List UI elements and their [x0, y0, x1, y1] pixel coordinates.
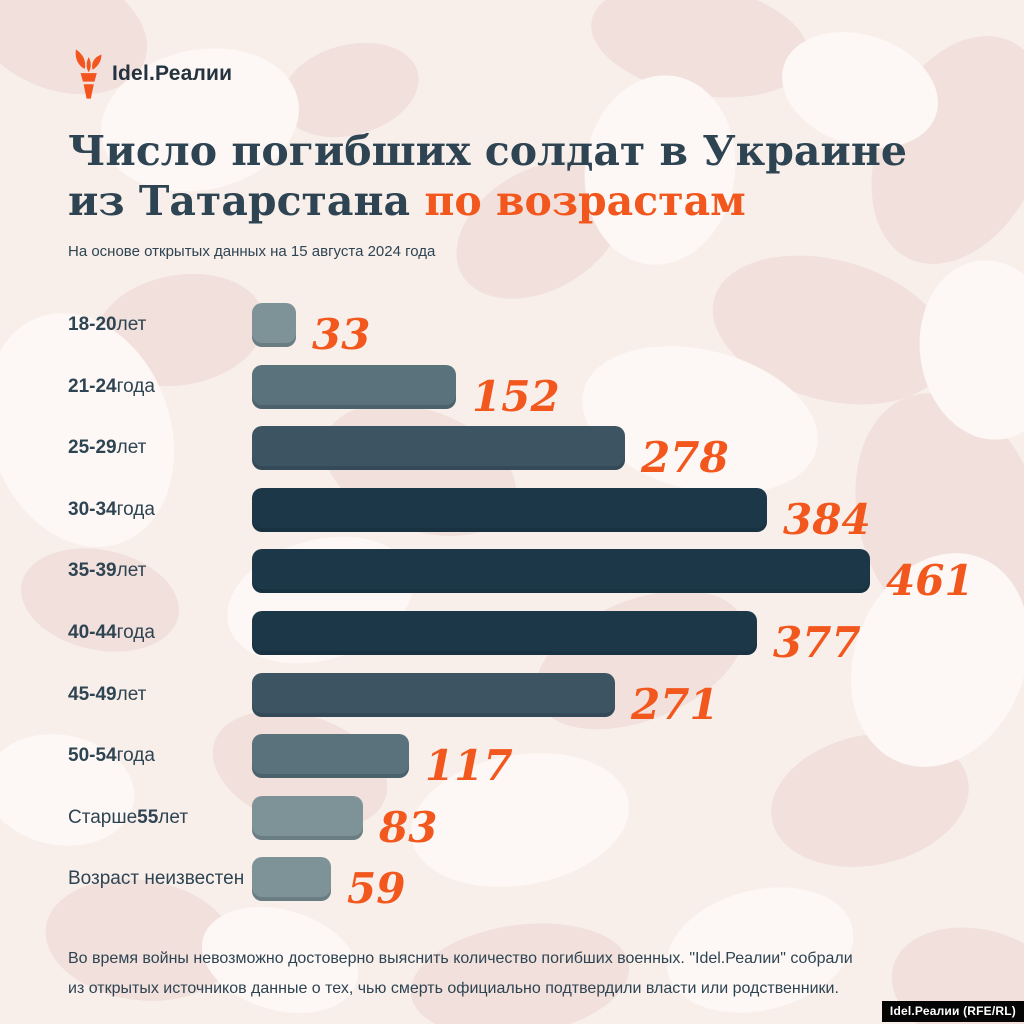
row-label: Старше 55 лет: [68, 796, 248, 840]
row-label: 25-29 лет: [68, 426, 248, 470]
row-label-segment: лет: [116, 437, 147, 458]
row-label-segment: 40-44: [68, 622, 117, 643]
bar: [252, 303, 296, 347]
watermark-badge: Idel.Реалии (RFE/RL): [881, 1001, 1024, 1022]
bar-value: 271: [631, 679, 719, 729]
bar: [252, 549, 870, 593]
row-label-segment: года: [116, 376, 155, 397]
row-label: Возраст неизвестен: [68, 857, 248, 901]
row-label-segment: Старше: [68, 807, 138, 828]
chart-row: Старше 55 лет 83: [0, 796, 1024, 852]
row-label-segment: 45-49: [68, 684, 117, 705]
torch-icon: [70, 48, 104, 100]
row-label-segment: 21-24: [68, 376, 117, 397]
bar: [252, 796, 363, 840]
title-accent: по возрастам: [424, 177, 746, 225]
bar-value: 377: [773, 617, 861, 667]
row-label-segment: лет: [158, 807, 189, 828]
age-bar-chart: 18-20 лет 33 21-24 года 152 25-29 лет 278 30-3…: [0, 303, 1024, 928]
chart-row: 35-39 лет 461: [0, 549, 1024, 605]
bar-value: 117: [425, 740, 513, 790]
bar: [252, 673, 615, 717]
bar: [252, 611, 757, 655]
bar: [252, 857, 331, 901]
row-label-segment: Возраст неизвестен: [68, 868, 245, 889]
chart-row: Возраст неизвестен 59: [0, 857, 1024, 913]
chart-row: 25-29 лет 278: [0, 426, 1024, 482]
footer-note: Во время войны невозможно достоверно выя…: [68, 950, 853, 997]
row-label: 21-24 года: [68, 365, 248, 409]
row-label-segment: года: [116, 499, 155, 520]
row-label-segment: 55: [137, 807, 159, 828]
row-label-segment: 25-29: [68, 437, 117, 458]
title-line1: Число погибших солдат в Украине: [68, 127, 907, 175]
bar-value: 33: [312, 309, 371, 359]
chart-row: 30-34 года 384: [0, 488, 1024, 544]
row-label-segment: 50-54: [68, 745, 117, 766]
row-label: 35-39 лет: [68, 549, 248, 593]
row-label-segment: лет: [116, 560, 147, 581]
row-label: 45-49 лет: [68, 673, 248, 717]
bar: [252, 734, 409, 778]
bar-value: 384: [783, 494, 871, 544]
brand-logo: Idel.Реалии: [70, 48, 232, 100]
title-line2-dark: из Татарстана: [68, 177, 425, 225]
row-label: 40-44 года: [68, 611, 248, 655]
row-label-segment: 18-20: [68, 314, 117, 335]
chart-row: 18-20 лет 33: [0, 303, 1024, 359]
subtitle: На основе открытых данных на 15 августа …: [68, 243, 436, 260]
bar-value: 461: [886, 555, 974, 605]
chart-row: 45-49 лет 271: [0, 673, 1024, 729]
row-label: 50-54 года: [68, 734, 248, 778]
row-label-segment: года: [116, 622, 155, 643]
chart-row: 50-54 года 117: [0, 734, 1024, 790]
bar: [252, 365, 456, 409]
page-title: Число погибших солдат в Украине из Татар…: [68, 126, 928, 226]
row-label-segment: лет: [116, 684, 147, 705]
chart-row: 40-44 года 377: [0, 611, 1024, 667]
row-label-segment: 35-39: [68, 560, 117, 581]
bar: [252, 488, 767, 532]
bar-value: 278: [641, 432, 729, 482]
row-label-segment: года: [116, 745, 155, 766]
row-label: 18-20 лет: [68, 303, 248, 347]
bar-value: 83: [379, 802, 438, 852]
bar-value: 59: [347, 863, 406, 913]
row-label: 30-34 года: [68, 488, 248, 532]
bar: [252, 426, 625, 470]
chart-row: 21-24 года 152: [0, 365, 1024, 421]
row-label-segment: 30-34: [68, 499, 117, 520]
brand-name: Idel.Реалии: [112, 62, 233, 85]
row-label-segment: лет: [116, 314, 147, 335]
bar-value: 152: [472, 371, 560, 421]
